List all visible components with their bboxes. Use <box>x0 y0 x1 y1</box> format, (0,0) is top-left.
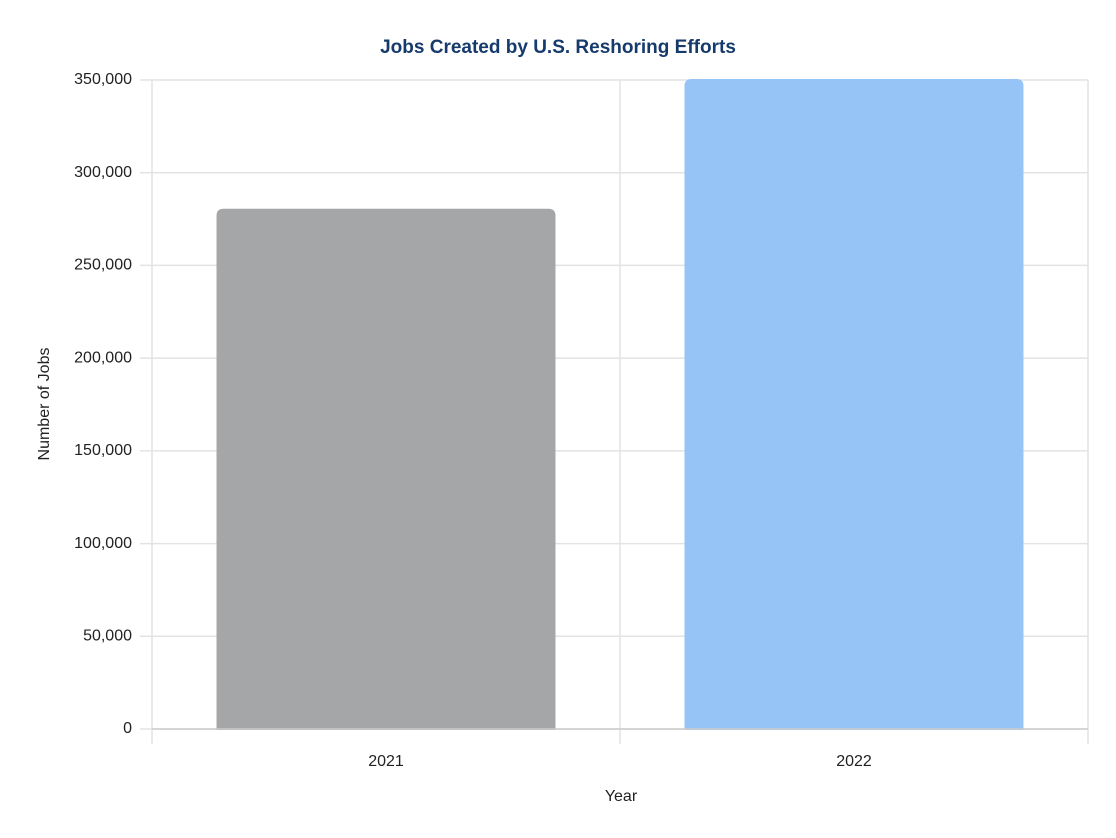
y-tick-label: 200,000 <box>74 349 132 366</box>
y-tick-label: 300,000 <box>74 164 132 181</box>
chart-title: Jobs Created by U.S. Reshoring Efforts <box>380 37 736 58</box>
y-tick-label: 350,000 <box>74 71 132 88</box>
x-tick-label: 2022 <box>836 753 872 770</box>
bar <box>216 208 556 730</box>
x-axis-title: Year <box>605 788 638 805</box>
x-tick-label: 2021 <box>368 753 404 770</box>
bar <box>684 79 1024 730</box>
y-axis-title: Number of Jobs <box>36 348 53 461</box>
y-tick-label: 0 <box>123 720 132 737</box>
y-tick-label: 250,000 <box>74 257 132 274</box>
y-tick-label: 150,000 <box>74 442 132 459</box>
y-tick-label: 100,000 <box>74 535 132 552</box>
y-tick-label: 50,000 <box>83 628 132 645</box>
